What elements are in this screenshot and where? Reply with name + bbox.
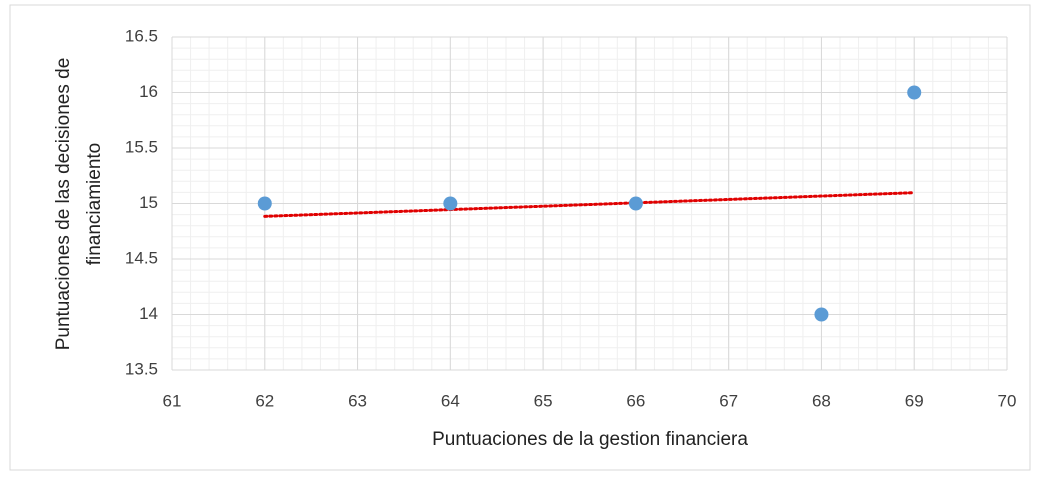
y-tick-label: 15.5 [125, 137, 158, 156]
x-tick-label: 68 [812, 391, 831, 410]
y-tick-label: 16 [139, 82, 158, 101]
point [907, 85, 922, 100]
x-axis-title: Puntuaciones de la gestion financiera [432, 429, 748, 450]
y-tick-label: 14 [139, 304, 158, 323]
y-tick-label: 13.5 [125, 359, 158, 378]
x-tick-label: 64 [441, 391, 460, 410]
x-tick-label: 70 [998, 391, 1017, 410]
y-tick-label: 15 [139, 193, 158, 212]
y-tick-label: 16.5 [125, 26, 158, 45]
point [814, 307, 829, 322]
y-axis-title: Puntuaciones de las decisiones de [53, 58, 74, 351]
chart-frame [9, 4, 1031, 471]
x-tick-label: 61 [163, 391, 182, 410]
x-tick-label: 65 [534, 391, 553, 410]
point [257, 196, 272, 211]
x-tick-label: 63 [348, 391, 367, 410]
x-tick-label: 69 [905, 391, 924, 410]
point [628, 196, 643, 211]
y-axis-title: financiamiento [84, 143, 105, 266]
trendline [263, 191, 916, 218]
y-tick-label: 14.5 [125, 248, 158, 267]
point [443, 196, 458, 211]
x-tick-label: 67 [719, 391, 738, 410]
x-tick-label: 62 [255, 391, 274, 410]
x-tick-label: 66 [626, 391, 645, 410]
